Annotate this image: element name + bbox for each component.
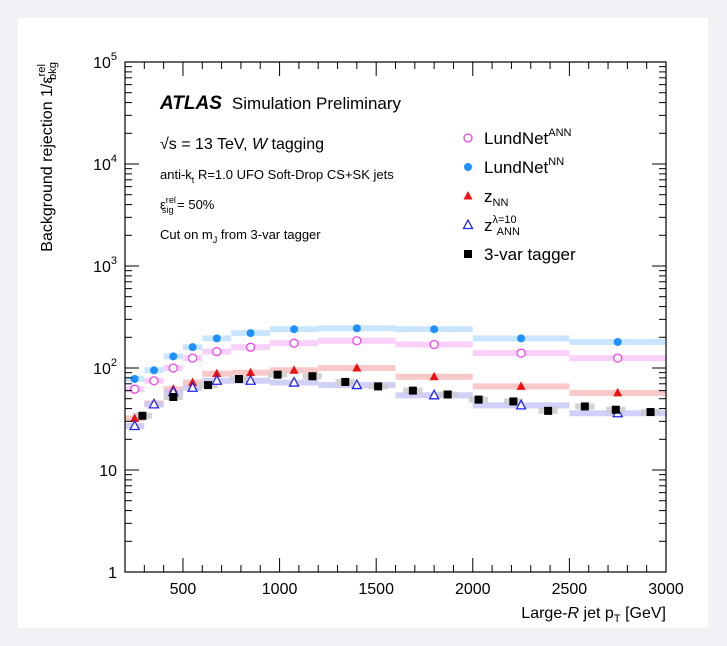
z_nn-point xyxy=(130,413,140,422)
var3-point xyxy=(646,408,655,417)
lundnet_nn-point xyxy=(188,343,197,352)
var3-point xyxy=(443,390,452,399)
lundnet_ann-point xyxy=(168,363,178,373)
var3-point xyxy=(169,392,178,401)
z_ann-legend-marker xyxy=(462,218,474,230)
chart-frame: 500 1000 1500 2000 2500 3000 1 10 102 103 104 105 L… xyxy=(18,18,708,628)
tick-labels: 500 1000 1500 2000 2500 3000 1 10 102 103 104 105 xyxy=(93,51,684,598)
annotations: ATLAS Simulation Preliminary √s = 13 TeV,… xyxy=(159,93,402,245)
lundnet_ann-point xyxy=(130,384,140,394)
lundnet_ann-point xyxy=(187,353,198,363)
z_nn-legend-label: zNN xyxy=(484,187,508,209)
z_nn-point xyxy=(212,368,222,378)
z_ann-point xyxy=(288,376,300,387)
chart: 500 1000 1500 2000 2500 3000 1 10 102 103 104 105 L… xyxy=(36,51,684,625)
lundnet_ann-point xyxy=(289,338,299,348)
lundnet_nn-point xyxy=(613,337,622,346)
z_ann-point xyxy=(129,419,141,431)
jets-label: anti-kt R=1.0 UFO Soft-Drop CS+SK jets xyxy=(160,167,394,185)
atlas-label: ATLAS xyxy=(159,93,222,114)
y-tick-label: 10 xyxy=(99,463,117,480)
lundnet_ann-legend-label: LundNetANN xyxy=(484,127,572,148)
z_ann-point xyxy=(515,398,527,410)
lundnet_nn-point xyxy=(352,324,361,333)
lundnet_ann-point xyxy=(429,339,439,350)
x-tick-label: 1500 xyxy=(358,581,394,598)
z_ann-point xyxy=(351,378,363,390)
lundnet_ann-point xyxy=(245,342,256,352)
z_nn-point xyxy=(352,363,362,372)
z_nn-point xyxy=(516,381,526,390)
y-tick-label: 102 xyxy=(93,357,117,378)
z_ann-point xyxy=(148,397,160,409)
x-tick-label: 1000 xyxy=(262,581,298,598)
legend: LundNetANN LundNetNN zNN zλ=10 ANN 3-var tagg… xyxy=(462,127,576,264)
z_nn-point xyxy=(613,387,623,397)
energy-label: √s = 13 TeV, W tagging xyxy=(160,136,324,153)
x-tick-label: 2500 xyxy=(552,581,588,598)
x-tick-label: 500 xyxy=(170,581,197,598)
y-tick-label: 104 xyxy=(93,153,117,174)
cut-label: Cut on mJ from 3-var tagger xyxy=(160,227,321,245)
lundnet_nn-point xyxy=(517,334,526,343)
z_ann-point xyxy=(428,388,440,400)
z_nn-point xyxy=(246,367,256,377)
var3-point xyxy=(509,397,518,406)
y-tick-label: 1 xyxy=(108,565,117,582)
status-label: Simulation Preliminary xyxy=(232,94,402,113)
lundnet_nn-legend-label: LundNetNN xyxy=(484,156,564,177)
uncertainty-bands xyxy=(125,325,666,430)
lundnet_nn-legend-marker xyxy=(464,163,472,171)
var3-point xyxy=(308,372,317,381)
axis-ticks xyxy=(124,61,667,573)
lundnet_ann-point xyxy=(516,348,526,358)
z_nn-legend-marker xyxy=(463,191,473,200)
lundnet_ann-point xyxy=(149,376,159,386)
x-tick-label: 3000 xyxy=(648,581,684,598)
z_ann-legend-label: zλ=10 ANN xyxy=(484,214,520,238)
z_ann-point xyxy=(245,374,257,385)
var3-point xyxy=(374,382,383,391)
var3-point xyxy=(611,405,620,414)
lundnet_nn-point xyxy=(246,329,255,338)
var3-legend-marker xyxy=(464,250,472,258)
lundnet_nn-point xyxy=(149,366,158,375)
y-tick-label: 103 xyxy=(93,255,117,276)
var3-point xyxy=(408,386,417,395)
lundnet_ann-point xyxy=(212,346,222,357)
var3-point xyxy=(204,381,213,390)
z_nn-point xyxy=(429,371,439,381)
z_nn-point xyxy=(289,365,299,374)
var3-point xyxy=(273,370,282,379)
data-markers xyxy=(129,324,655,431)
var3-point xyxy=(138,411,147,420)
z_ann-point xyxy=(187,381,199,392)
var3-point xyxy=(341,377,350,386)
var3-point xyxy=(580,402,589,411)
var3-legend-label: 3-var tagger xyxy=(484,245,576,264)
lundnet_nn-point xyxy=(430,325,439,334)
y-axis-label: Background rejection 1/εrelbkg xyxy=(36,62,59,252)
var3-point xyxy=(544,406,553,415)
x-axis-label: Large-R jet pT [GeV] xyxy=(521,605,666,625)
lundnet_nn-point xyxy=(290,325,299,334)
efficiency-label: εrel sig = 50% xyxy=(160,195,215,215)
var3-point xyxy=(474,395,483,404)
lundnet_nn-point xyxy=(212,334,221,343)
lundnet_ann-legend-marker xyxy=(463,133,473,143)
lundnet_ann-point xyxy=(613,353,623,363)
lundnet_ann-point xyxy=(352,336,362,346)
var3-point xyxy=(234,375,243,384)
lundnet_nn-point xyxy=(130,375,139,384)
x-tick-label: 2000 xyxy=(455,581,491,598)
y-tick-label: 105 xyxy=(93,51,117,72)
z_ann-point xyxy=(211,374,223,385)
lundnet_nn-point xyxy=(169,352,178,361)
